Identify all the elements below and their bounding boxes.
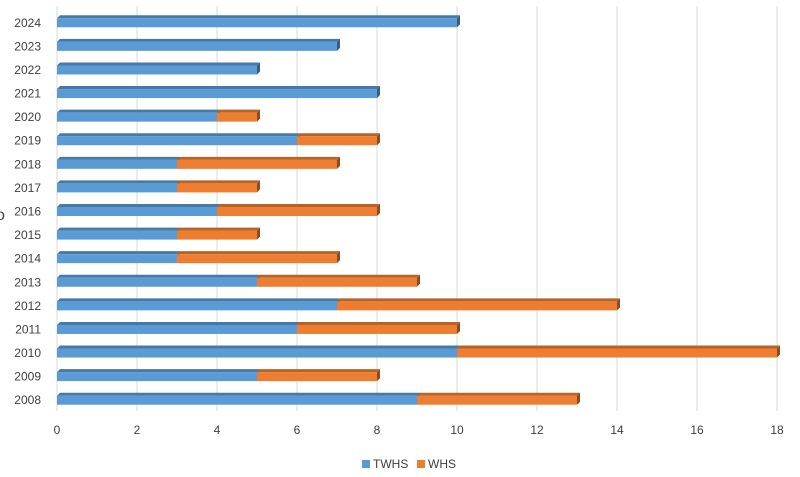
bar-whs-2019 (297, 133, 380, 146)
category-label: 2013 (14, 275, 41, 289)
x-tick-label: 10 (450, 423, 464, 437)
legend-item-whs: WHS (417, 457, 456, 471)
bar-whs-2017 (177, 180, 260, 193)
legend-swatch (417, 460, 425, 468)
x-tick-label: 0 (54, 423, 61, 437)
x-tick-label: 6 (294, 423, 301, 437)
category-label: 2008 (14, 393, 41, 407)
bar-twhs-2011 (57, 321, 300, 334)
bars (57, 15, 780, 405)
category-labels: 2008 2009 2010 2011 2012 2013 2014 2015 2016 2017… (14, 16, 41, 407)
x-tick-label: 2 (134, 423, 141, 437)
bar-twhs-2021 (57, 86, 380, 99)
category-label: 2023 (14, 39, 41, 53)
category-label: 2009 (14, 370, 41, 384)
category-label: 2014 (14, 252, 41, 266)
bar-twhs-2018 (57, 156, 180, 169)
category-label: 2024 (14, 16, 41, 30)
category-label: 2015 (14, 228, 41, 242)
category-label: 2021 (14, 87, 41, 101)
bar-twhs-2016 (57, 204, 220, 216)
legend-item-twhs: TWHS (362, 457, 408, 471)
category-label: 2018 (14, 157, 41, 171)
legend-swatch (362, 460, 370, 468)
bar-twhs-2024 (57, 15, 460, 28)
bar-twhs-2010 (57, 345, 460, 358)
x-tick-label: 8 (374, 423, 381, 437)
category-label: 2019 (14, 134, 41, 148)
category-label: 2016 (14, 205, 41, 219)
category-label: 2020 (14, 110, 41, 124)
bar-whs-2015 (177, 227, 260, 240)
bar-twhs-2019 (57, 133, 300, 146)
bar-twhs-2008 (57, 392, 420, 405)
bar-whs-2014 (177, 251, 340, 264)
bar-whs-2010 (457, 345, 780, 358)
x-tick-label: 4 (214, 423, 221, 437)
bar-twhs-2020 (57, 109, 220, 122)
x-axis-tick-labels: 0 2 4 6 8 10 12 14 16 18 (54, 423, 784, 437)
category-label: 2010 (14, 346, 41, 360)
legend: TWHS WHS (362, 457, 456, 471)
bar-whs-2013 (257, 274, 420, 287)
category-label: 2022 (14, 63, 41, 77)
bar-whs-2012 (337, 298, 620, 311)
bar-whs-2011 (297, 321, 460, 334)
bar-twhs-2014 (57, 251, 180, 264)
bar-whs-2018 (177, 156, 340, 169)
category-label: 2017 (14, 181, 41, 195)
x-tick-label: 14 (610, 423, 624, 437)
bar-twhs-2023 (57, 38, 340, 51)
bar-twhs-2013 (57, 274, 260, 287)
bar-twhs-2017 (57, 180, 180, 193)
bar-whs-2016 (217, 204, 380, 216)
bar-whs-2020 (217, 109, 260, 122)
category-label: 2012 (14, 299, 41, 313)
legend-label: WHS (428, 457, 456, 471)
x-tick-label: 12 (530, 423, 544, 437)
bar-twhs-2022 (57, 62, 260, 75)
x-tick-label: 16 (690, 423, 704, 437)
x-tick-label: 18 (770, 423, 784, 437)
bar-twhs-2009 (57, 369, 260, 382)
clipped-axis-glyph: o (0, 207, 5, 224)
category-label: 2011 (15, 322, 41, 336)
bar-whs-2008 (417, 392, 580, 405)
legend-label: TWHS (373, 457, 408, 471)
bar-whs-2009 (257, 369, 380, 382)
bar-twhs-2015 (57, 227, 180, 240)
bar-twhs-2012 (57, 298, 340, 311)
